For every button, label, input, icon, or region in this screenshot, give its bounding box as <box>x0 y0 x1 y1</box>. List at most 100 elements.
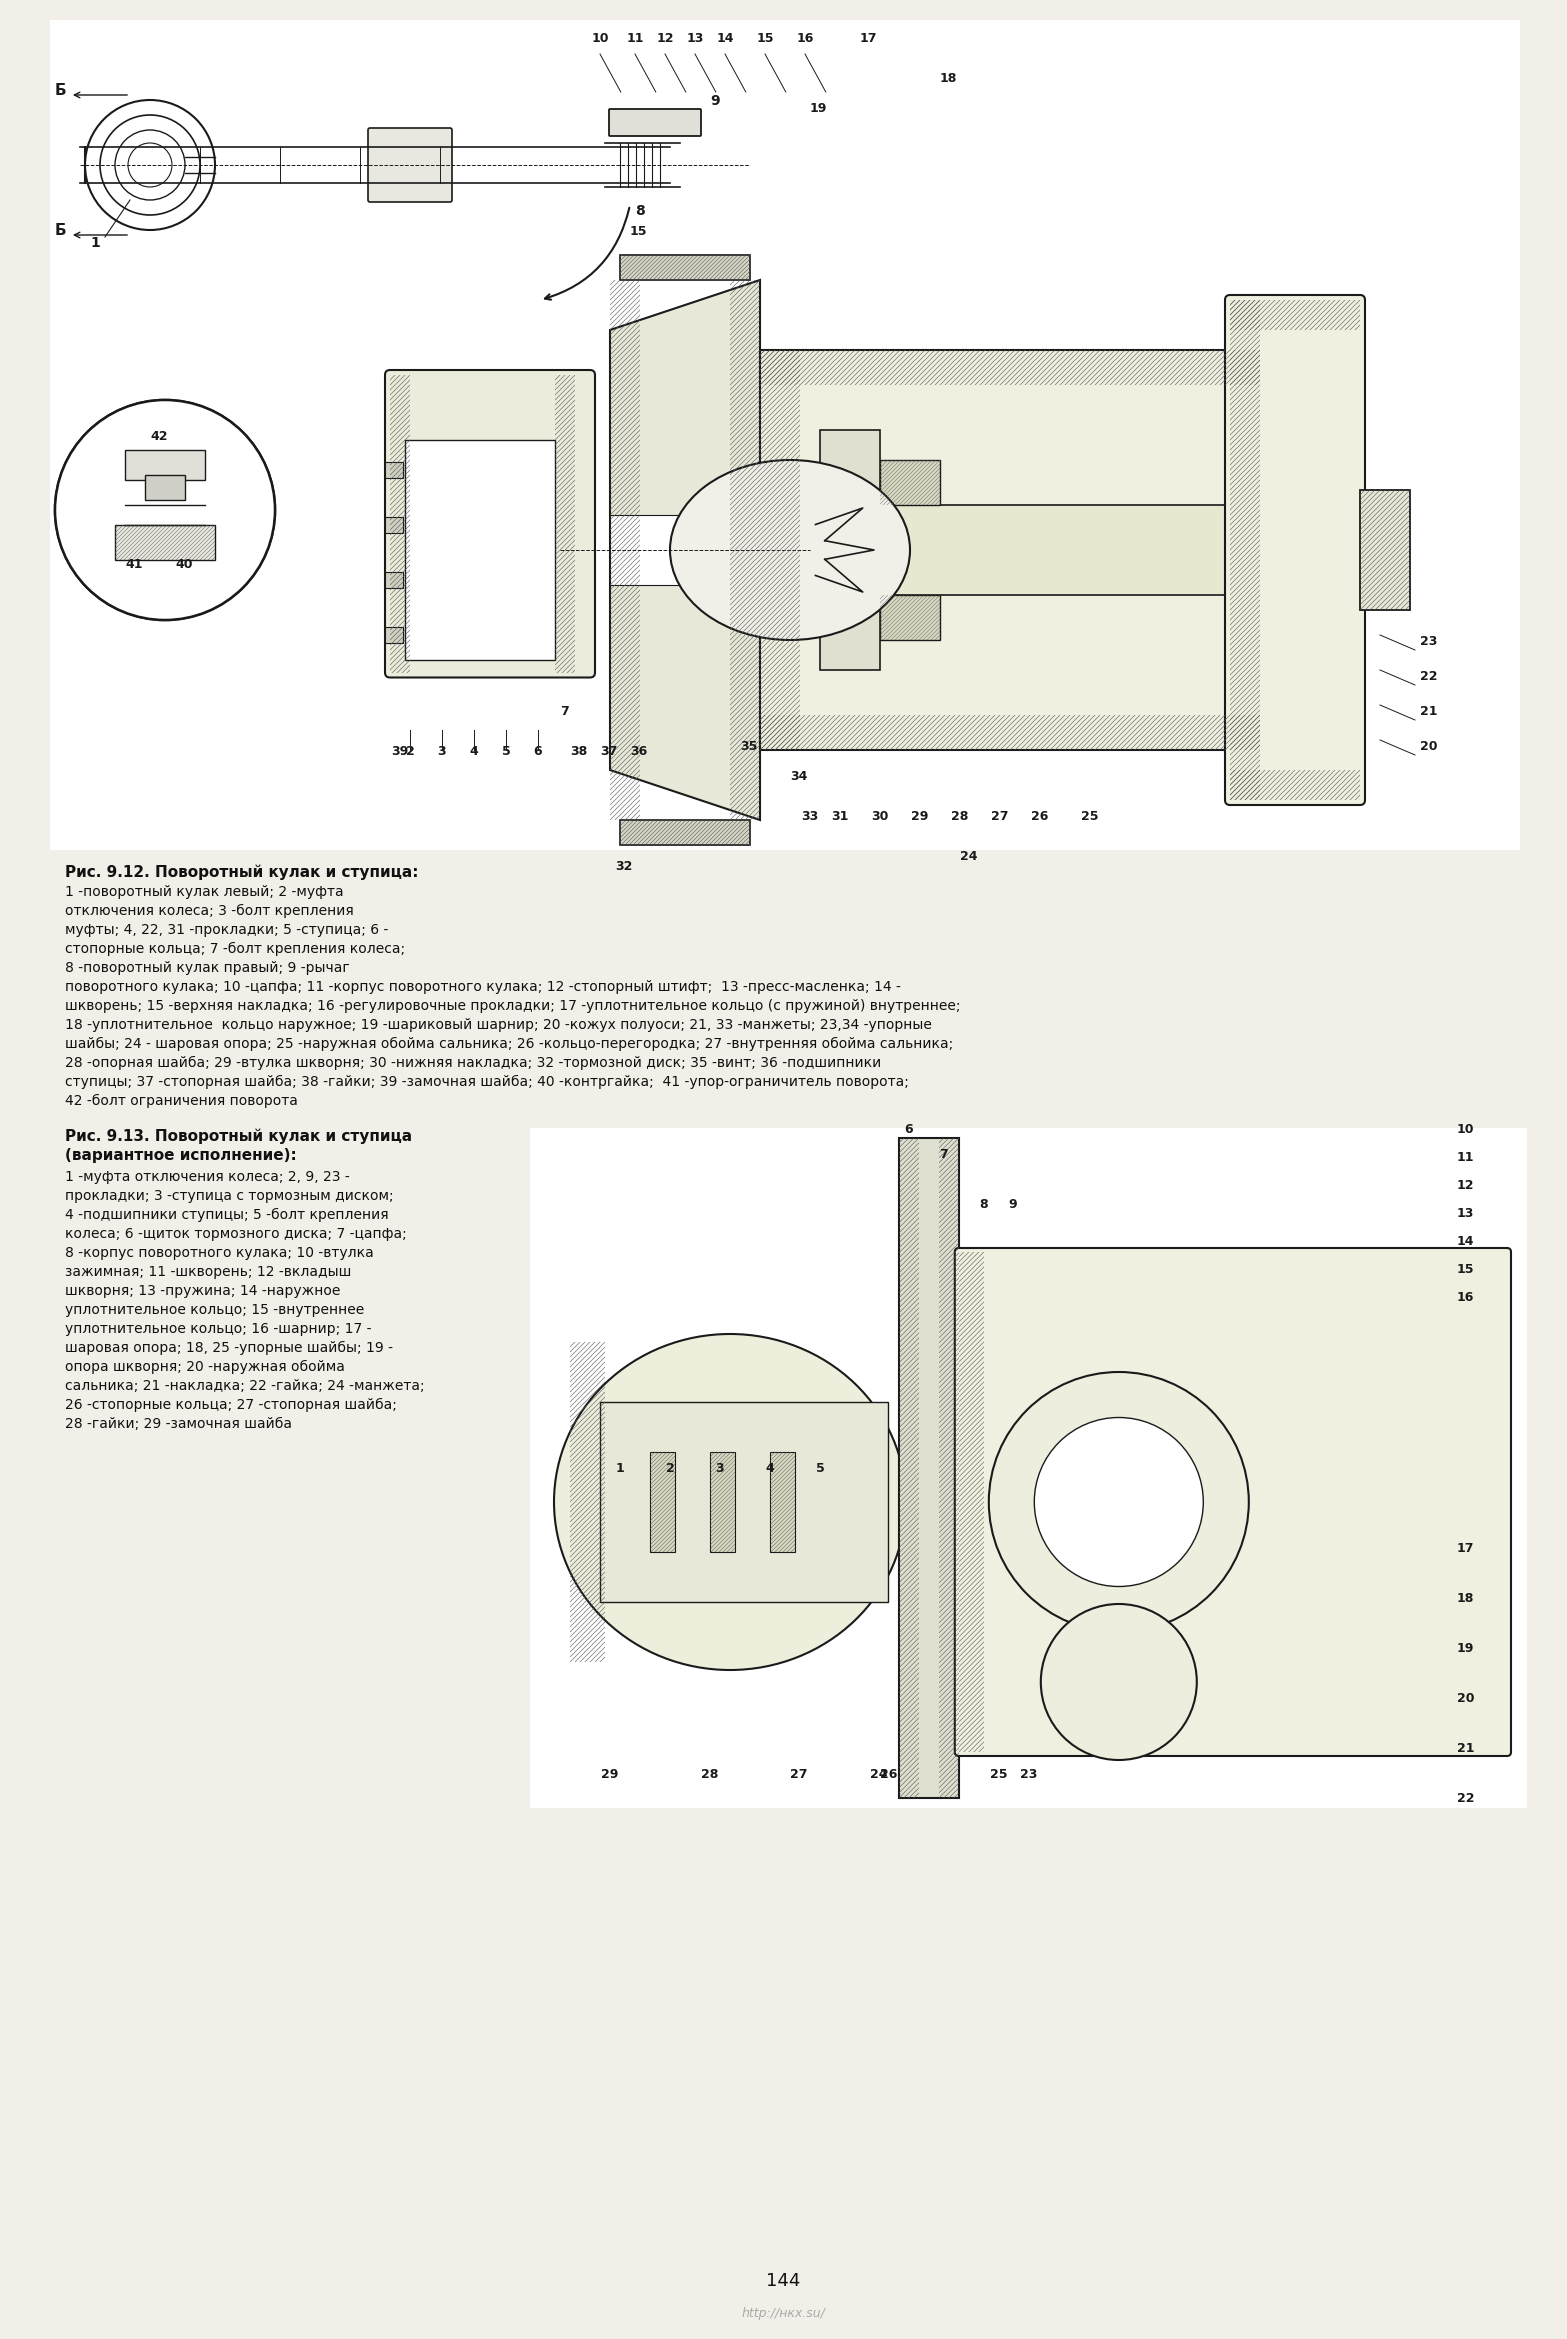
FancyBboxPatch shape <box>954 1249 1511 1757</box>
Text: 31: 31 <box>832 809 849 823</box>
Text: 19: 19 <box>1457 1642 1475 1656</box>
Text: 42: 42 <box>150 430 168 442</box>
Text: 26 -стопорные кольца; 27 -стопорная шайба;: 26 -стопорные кольца; 27 -стопорная шайб… <box>64 1399 396 1413</box>
Bar <box>404 440 555 660</box>
Text: Б: Б <box>55 82 67 98</box>
Bar <box>600 1401 888 1602</box>
Ellipse shape <box>671 461 910 641</box>
Bar <box>50 21 1520 849</box>
Text: 25: 25 <box>1081 809 1098 823</box>
Ellipse shape <box>555 1333 906 1670</box>
Text: 27: 27 <box>992 809 1009 823</box>
Text: 39: 39 <box>392 746 409 758</box>
Text: 18 -уплотнительное  кольцо наружное; 19 -шариковый шарнир; 20 -кожух полуоси; 21: 18 -уплотнительное кольцо наружное; 19 -… <box>64 1017 932 1031</box>
Text: 13: 13 <box>686 33 704 44</box>
Text: 5: 5 <box>501 746 511 758</box>
Text: опора шкворня; 20 -наружная обойма: опора шкворня; 20 -наружная обойма <box>64 1359 345 1373</box>
Text: Рис. 9.13. Поворотный кулак и ступица: Рис. 9.13. Поворотный кулак и ступица <box>64 1127 412 1144</box>
Text: 25: 25 <box>990 1768 1008 1780</box>
Text: 8 -корпус поворотного кулака; 10 -втулка: 8 -корпус поворотного кулака; 10 -втулка <box>64 1247 375 1261</box>
Text: 15: 15 <box>1457 1263 1475 1277</box>
Text: 10: 10 <box>1457 1123 1475 1137</box>
Text: 18: 18 <box>1457 1593 1475 1605</box>
Text: 4: 4 <box>766 1462 774 1476</box>
Circle shape <box>1040 1605 1197 1759</box>
Bar <box>385 517 403 533</box>
FancyBboxPatch shape <box>385 370 595 678</box>
FancyBboxPatch shape <box>1225 295 1365 805</box>
Bar <box>760 351 1260 751</box>
Text: 6: 6 <box>534 746 542 758</box>
Text: 12: 12 <box>657 33 674 44</box>
Text: 17: 17 <box>1457 1541 1475 1555</box>
Circle shape <box>55 400 274 620</box>
Text: 28: 28 <box>700 1768 718 1780</box>
Text: муфты; 4, 22, 31 -прокладки; 5 -ступица; 6 -: муфты; 4, 22, 31 -прокладки; 5 -ступица;… <box>64 924 389 938</box>
Text: 32: 32 <box>614 861 633 872</box>
Text: 4: 4 <box>470 746 478 758</box>
Text: 8: 8 <box>635 203 644 218</box>
Bar <box>385 627 403 643</box>
Text: 19: 19 <box>810 103 827 115</box>
Circle shape <box>1034 1417 1203 1586</box>
Text: 13: 13 <box>1457 1207 1475 1221</box>
Text: 23: 23 <box>1420 634 1437 648</box>
Text: 11: 11 <box>1457 1151 1475 1165</box>
Text: ступицы; 37 -стопорная шайба; 38 -гайки; 39 -замочная шайба; 40 -контргайка;  41: ступицы; 37 -стопорная шайба; 38 -гайки;… <box>64 1076 909 1090</box>
Text: 24: 24 <box>870 1768 887 1780</box>
Text: отключения колеса; 3 -болт крепления: отключения колеса; 3 -болт крепления <box>64 903 354 919</box>
Text: 2: 2 <box>666 1462 674 1476</box>
Text: 28: 28 <box>951 809 968 823</box>
Text: стопорные кольца; 7 -болт крепления колеса;: стопорные кольца; 7 -болт крепления коле… <box>64 943 406 957</box>
Bar <box>621 255 751 281</box>
Bar <box>710 1453 735 1553</box>
Text: 9: 9 <box>710 94 719 108</box>
Text: шкворня; 13 -пружина; 14 -наружное: шкворня; 13 -пружина; 14 -наружное <box>64 1284 340 1298</box>
Bar <box>146 475 185 501</box>
Text: поворотного кулака; 10 -цапфа; 11 -корпус поворотного кулака; 12 -стопорный штиф: поворотного кулака; 10 -цапфа; 11 -корпу… <box>64 980 901 994</box>
Text: 24: 24 <box>961 849 978 863</box>
Bar <box>385 463 403 477</box>
Text: 22: 22 <box>1457 1792 1475 1806</box>
Text: прокладки; 3 -ступица с тормозным диском;: прокладки; 3 -ступица с тормозным диском… <box>64 1188 393 1202</box>
Text: 1 -поворотный кулак левый; 2 -муфта: 1 -поворотный кулак левый; 2 -муфта <box>64 884 343 898</box>
Text: 34: 34 <box>790 770 807 784</box>
Text: 20: 20 <box>1457 1691 1475 1705</box>
Text: 28 -опорная шайба; 29 -втулка шкворня; 30 -нижняя накладка; 32 -тормозной диск; : 28 -опорная шайба; 29 -втулка шкворня; 3… <box>64 1055 881 1071</box>
Text: 9: 9 <box>1009 1198 1017 1212</box>
Bar <box>760 505 1310 594</box>
Text: 17: 17 <box>860 33 878 44</box>
Text: 21: 21 <box>1457 1743 1475 1754</box>
Text: 16: 16 <box>796 33 813 44</box>
Text: 22: 22 <box>1420 669 1437 683</box>
Text: 1: 1 <box>91 236 100 250</box>
Text: уплотнительное кольцо; 15 -внутреннее: уплотнительное кольцо; 15 -внутреннее <box>64 1303 364 1317</box>
Text: 1: 1 <box>616 1462 624 1476</box>
Text: Рис. 9.12. Поворотный кулак и ступица:: Рис. 9.12. Поворотный кулак и ступица: <box>64 865 418 879</box>
Bar <box>769 1453 794 1553</box>
Text: колеса; 6 -щиток тормозного диска; 7 -цапфа;: колеса; 6 -щиток тормозного диска; 7 -ца… <box>64 1228 407 1242</box>
Text: 15: 15 <box>757 33 774 44</box>
Text: 3: 3 <box>437 746 447 758</box>
Text: 27: 27 <box>790 1768 809 1780</box>
Bar <box>820 430 881 669</box>
Bar <box>125 449 205 479</box>
Text: http://нкх.su/: http://нкх.su/ <box>741 2306 824 2320</box>
FancyBboxPatch shape <box>368 129 451 201</box>
Bar <box>881 594 940 641</box>
Text: 144: 144 <box>766 2271 801 2290</box>
Text: 1 -муфта отключения колеса; 2, 9, 23 -: 1 -муфта отключения колеса; 2, 9, 23 - <box>64 1170 349 1184</box>
Text: зажимная; 11 -шкворень; 12 -вкладыш: зажимная; 11 -шкворень; 12 -вкладыш <box>64 1265 351 1279</box>
Text: 7: 7 <box>939 1148 948 1160</box>
Text: 15: 15 <box>630 225 647 239</box>
Polygon shape <box>610 281 760 821</box>
Text: 37: 37 <box>600 746 617 758</box>
Text: уплотнительное кольцо; 16 -шарнир; 17 -: уплотнительное кольцо; 16 -шарнир; 17 - <box>64 1322 371 1336</box>
Text: 8: 8 <box>979 1198 987 1212</box>
Text: 18: 18 <box>940 73 957 84</box>
Text: 42 -болт ограничения поворота: 42 -болт ограничения поворота <box>64 1095 298 1109</box>
Text: 38: 38 <box>570 746 588 758</box>
Text: сальника; 21 -накладка; 22 -гайка; 24 -манжета;: сальника; 21 -накладка; 22 -гайка; 24 -м… <box>64 1380 425 1394</box>
Text: 28 -гайки; 29 -замочная шайба: 28 -гайки; 29 -замочная шайба <box>64 1417 291 1431</box>
Text: 35: 35 <box>740 739 757 753</box>
